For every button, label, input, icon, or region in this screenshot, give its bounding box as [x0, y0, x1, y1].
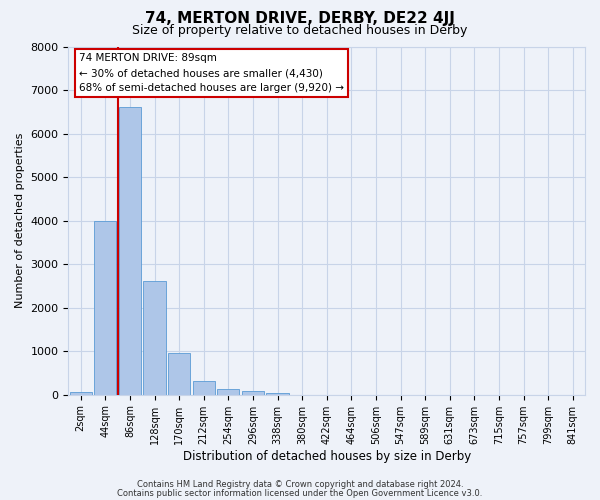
Y-axis label: Number of detached properties: Number of detached properties [15, 133, 25, 308]
Text: Contains HM Land Registry data © Crown copyright and database right 2024.: Contains HM Land Registry data © Crown c… [137, 480, 463, 489]
Bar [94, 220, 116, 394]
Text: 74, MERTON DRIVE, DERBY, DE22 4JJ: 74, MERTON DRIVE, DERBY, DE22 4JJ [145, 12, 455, 26]
Bar [217, 388, 239, 394]
Text: 74 MERTON DRIVE: 89sqm
← 30% of detached houses are smaller (4,430)
68% of semi-: 74 MERTON DRIVE: 89sqm ← 30% of detached… [79, 54, 344, 93]
X-axis label: Distribution of detached houses by size in Derby: Distribution of detached houses by size … [182, 450, 471, 462]
Text: Contains public sector information licensed under the Open Government Licence v3: Contains public sector information licen… [118, 488, 482, 498]
Bar [266, 393, 289, 394]
Bar [143, 280, 166, 394]
Bar [242, 391, 264, 394]
Bar [168, 353, 190, 395]
Bar [193, 381, 215, 394]
Bar [119, 108, 141, 395]
Text: Size of property relative to detached houses in Derby: Size of property relative to detached ho… [133, 24, 467, 37]
Bar [70, 392, 92, 394]
